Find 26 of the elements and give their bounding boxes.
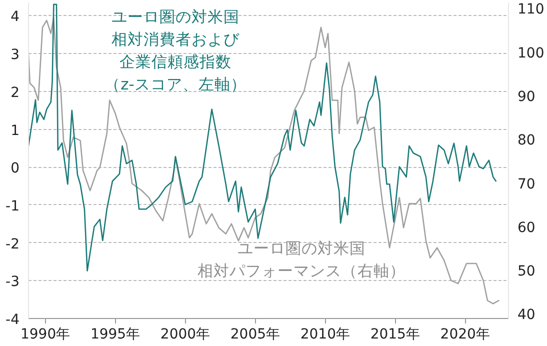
y2-tick-label: 100 [518,45,544,62]
x-tick-label: 2020年 [440,326,490,342]
y2-tick-label: 110 [518,2,544,18]
y2-tick-label: 60 [518,220,536,236]
y-tick-label: 1 [10,122,20,139]
x-tick-label: 1990年 [20,326,70,342]
series-label: ユーロ圏の対米国相対パフォーマンス（右軸） [197,240,406,280]
x-tick-label: 2015年 [370,326,420,342]
x-tick-label: 2000年 [160,326,210,342]
y-tick-label: 3 [10,47,20,64]
y-tick-label: -1 [6,198,20,214]
y2-tick-label: 50 [518,264,536,280]
y-tick-label: -4 [6,312,20,328]
y2-tick-label: 40 [518,307,536,324]
x-tick-label: 2005年 [230,326,280,342]
y2-tick-label: 80 [518,132,536,149]
y2-tick-label: 70 [518,176,536,192]
y2-tick-label: 90 [518,88,536,105]
x-tick-label: 2010年 [300,326,350,342]
y-tick-label: 4 [10,9,20,26]
y-tick-label: -3 [6,274,20,290]
y-tick-label: -2 [6,236,20,252]
x-tick-label: 1995年 [90,326,140,342]
text: ユーロ圏の対米国相対消費者および企業信頼感指数（z-スコア、左軸） [104,8,246,94]
y-tick-label: 2 [10,84,20,101]
y-tick-label: 0 [10,160,20,177]
